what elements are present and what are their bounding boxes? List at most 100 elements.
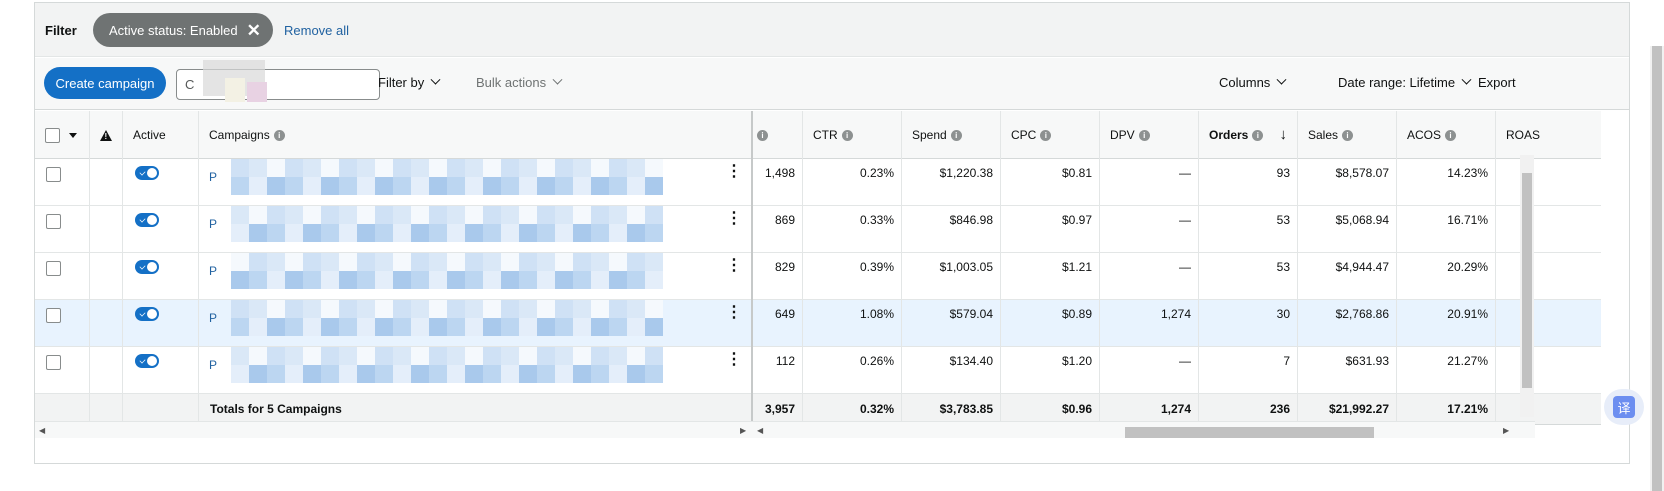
redaction-block [591, 177, 609, 195]
horizontal-scrollbar[interactable]: ◀ ▶ ◀ ▶ [35, 421, 1535, 438]
more-options-icon[interactable]: ⋮ [726, 163, 742, 180]
row-checkbox[interactable] [46, 355, 61, 370]
more-options-icon[interactable]: ⋮ [726, 257, 742, 274]
scroll-left-icon[interactable]: ◀ [757, 426, 764, 435]
export-button[interactable]: Export [1478, 75, 1516, 90]
redacted-campaign-name [231, 206, 676, 243]
header-cpc[interactable]: CPC i [1001, 111, 1100, 159]
active-toggle[interactable] [135, 213, 159, 227]
campaign-link[interactable]: P [209, 170, 218, 184]
header-spend[interactable]: Spend i [902, 111, 1001, 159]
campaign-link[interactable]: P [209, 358, 218, 372]
header-roas[interactable]: ROAS [1496, 111, 1601, 159]
table-row[interactable]: P ⋮ 649 1.08% $579.04 $0.89 1,274 30 $2,768.86… [35, 300, 1601, 347]
redaction-block [339, 206, 357, 224]
row-checkbox[interactable] [46, 308, 61, 323]
more-options-icon[interactable]: ⋮ [726, 210, 742, 227]
select-all-control[interactable] [35, 111, 90, 159]
campaign-link[interactable]: P [209, 311, 218, 325]
info-icon[interactable]: i [1342, 129, 1354, 141]
redaction-block [483, 300, 501, 318]
table-row[interactable]: P ⋮ 829 0.39% $1,003.05 $1.21—53 $4,944.47 20… [35, 253, 1601, 300]
redaction-block [429, 365, 447, 383]
info-icon[interactable]: i [1252, 129, 1264, 141]
caret-down-icon[interactable] [69, 132, 77, 138]
info-icon[interactable]: i [757, 129, 768, 141]
campaign-link[interactable]: P [209, 264, 218, 278]
header-orders[interactable]: Orders i ↓ [1199, 111, 1298, 159]
vertical-scrollbar[interactable] [1520, 155, 1534, 417]
scroll-right-icon[interactable]: ▶ [1503, 426, 1510, 435]
redaction-block [375, 206, 393, 224]
redaction-block [573, 177, 591, 195]
create-campaign-button[interactable]: Create campaign [44, 67, 166, 99]
row-campaign-cell: P ⋮ [199, 347, 753, 394]
table-row[interactable]: P ⋮ 112 0.26% $134.40 $1.20—7 $631.93 21.27% [35, 347, 1601, 394]
header-dpv[interactable]: DPV i [1100, 111, 1199, 159]
campaign-link[interactable]: P [209, 217, 218, 231]
redaction-block [303, 206, 321, 224]
info-icon[interactable]: i [1040, 129, 1052, 141]
columns-dropdown[interactable]: Columns [1219, 74, 1287, 90]
redaction-block [225, 78, 245, 102]
select-all-checkbox[interactable] [45, 127, 60, 143]
row-checkbox[interactable] [46, 214, 61, 229]
header-campaigns-label: Campaigns [209, 128, 270, 142]
campaigns-panel: Filter Active status: Enabled ✕ Remove a… [34, 2, 1630, 464]
header-sales[interactable]: Sales i [1298, 111, 1397, 159]
redaction-block [465, 206, 483, 224]
redaction-block [645, 177, 663, 195]
totals-cpc: $0.96 [1001, 394, 1100, 425]
row-checkbox[interactable] [46, 167, 61, 182]
row-checkbox[interactable] [46, 261, 61, 276]
search-input[interactable]: C [176, 60, 380, 102]
info-icon[interactable]: i [1445, 129, 1457, 141]
redaction-block [429, 206, 447, 224]
redaction-block [537, 253, 555, 271]
close-icon[interactable]: ✕ [246, 20, 261, 40]
page-scroll-thumb[interactable] [1652, 46, 1662, 491]
header-campaigns[interactable]: Campaigns i [199, 111, 753, 159]
remove-all-link[interactable]: Remove all [284, 23, 350, 38]
scroll-left-icon[interactable]: ◀ [39, 426, 46, 435]
active-status-filter-chip[interactable]: Active status: Enabled ✕ [93, 13, 273, 47]
filter-by-dropdown[interactable]: Filter by [378, 74, 441, 90]
row-orders: 53 [1199, 253, 1298, 300]
sort-descending-icon[interactable]: ↓ [1279, 126, 1288, 143]
info-icon[interactable]: i [841, 129, 853, 141]
info-icon[interactable]: i [1138, 129, 1150, 141]
redaction-block [609, 300, 627, 318]
active-toggle[interactable] [135, 166, 159, 180]
redaction-block [393, 365, 411, 383]
redaction-block [483, 177, 501, 195]
horizontal-scroll-thumb[interactable] [1125, 427, 1374, 438]
row-cpc: $1.21 [1001, 253, 1100, 300]
redaction-block [465, 224, 483, 242]
redaction-block [555, 300, 573, 318]
header-clicks[interactable]: i [753, 111, 803, 159]
active-toggle[interactable] [135, 260, 159, 274]
header-acos[interactable]: ACOS i [1397, 111, 1496, 159]
redaction-block [357, 159, 375, 177]
info-icon[interactable]: i [950, 129, 962, 141]
redaction-block [465, 300, 483, 318]
bulk-actions-dropdown[interactable]: Bulk actions [476, 74, 563, 90]
page-scrollbar[interactable] [1650, 46, 1664, 491]
scroll-right-icon[interactable]: ▶ [740, 426, 747, 435]
row-dpv: 1,274 [1100, 300, 1199, 347]
table-row[interactable]: P ⋮ 1,498 0.23% $1,220.38 $0.81—93 $8,578.07… [35, 159, 1601, 206]
date-range-dropdown[interactable]: Date range: Lifetime [1338, 74, 1472, 90]
active-toggle[interactable] [135, 307, 159, 321]
active-toggle[interactable] [135, 354, 159, 368]
header-active[interactable]: Active [123, 111, 199, 159]
table-row[interactable]: P ⋮ 869 0.33% $846.98 $0.97—53 $5,068.94 16.7… [35, 206, 1601, 253]
redaction-block [555, 318, 573, 336]
frozen-column-divider[interactable] [751, 111, 753, 425]
more-options-icon[interactable]: ⋮ [726, 304, 742, 321]
translate-button[interactable]: 译 [1604, 389, 1644, 425]
redaction-block [267, 177, 285, 195]
info-icon[interactable]: i [273, 129, 285, 141]
vertical-scroll-thumb[interactable] [1522, 173, 1532, 388]
header-ctr[interactable]: CTR i [803, 111, 902, 159]
more-options-icon[interactable]: ⋮ [726, 351, 742, 368]
